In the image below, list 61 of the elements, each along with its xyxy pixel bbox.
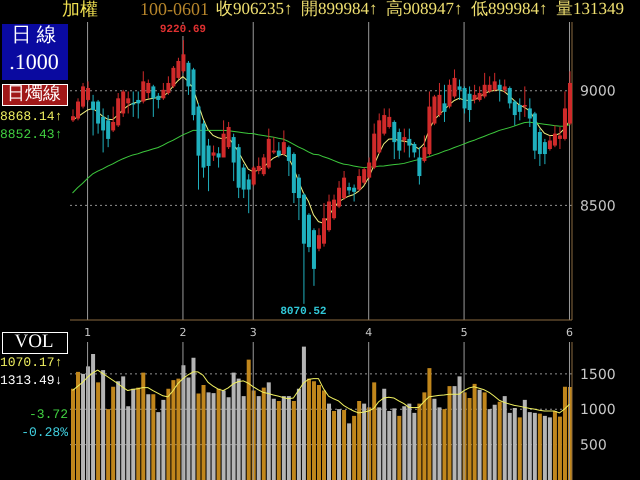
candlestick (417, 146, 422, 186)
x-tick-label: 3 (250, 326, 257, 339)
bar (101, 370, 106, 480)
candlestick (442, 84, 446, 122)
candlestick (136, 90, 140, 120)
annotation: 8070.52 (277, 306, 330, 318)
bar (276, 400, 281, 480)
bar (256, 396, 261, 480)
text: 8868.14↑ (0, 109, 62, 124)
candlestick (282, 130, 286, 156)
text: 收906235↑ (216, 0, 292, 19)
bar (146, 394, 150, 480)
text: 100-0601 (140, 0, 209, 20)
bar (538, 414, 542, 480)
text: 開899984↑ (301, 0, 378, 19)
bar (518, 417, 522, 480)
text: -0.28% (20, 425, 68, 440)
bar (337, 409, 342, 480)
candlestick (502, 79, 507, 94)
bar (347, 423, 352, 480)
x-tick-label: 6 (566, 326, 573, 339)
y-tick-label: 1500 (580, 366, 616, 383)
line-series (72, 370, 570, 414)
bar (362, 404, 366, 480)
x-tick-label: 1 (84, 326, 92, 339)
x-tick-label: 5 (460, 326, 468, 339)
candlestick (522, 86, 527, 118)
text: 日 線 (10, 24, 58, 46)
text: -3.72 (28, 407, 68, 422)
y-tick-label: 8500 (580, 198, 616, 214)
text: .1000 (8, 49, 60, 74)
y-tick-label: 9000 (580, 84, 616, 100)
bar (327, 404, 332, 480)
candlestick (402, 128, 406, 153)
text: 8852.43↑ (0, 127, 62, 142)
bar (216, 388, 221, 480)
x-tick-label: 2 (179, 326, 186, 339)
bar (498, 402, 502, 480)
candlestick (498, 79, 502, 102)
bar (397, 416, 402, 480)
candlestick (212, 145, 216, 162)
bar (96, 382, 100, 480)
annotation: 9220.69 (156, 24, 209, 36)
y-tick-label: 1000 (580, 402, 616, 418)
candlestick (216, 146, 221, 168)
y-tick-label: 500 (580, 438, 607, 454)
text: 加權 (62, 0, 98, 20)
text: 1070.17↑ (0, 355, 62, 370)
bar (292, 400, 296, 480)
text: 1313.49↓ (0, 373, 62, 388)
candlestick (276, 142, 281, 158)
bar (332, 411, 336, 480)
x-tick-label: 4 (365, 326, 372, 339)
line-series (72, 122, 570, 194)
text: 低899984↑ (471, 0, 548, 19)
bar (478, 390, 482, 480)
bar (151, 394, 156, 480)
bar (482, 392, 487, 480)
bar (342, 410, 346, 480)
bar (262, 388, 266, 480)
text: 量131349 (556, 0, 624, 19)
